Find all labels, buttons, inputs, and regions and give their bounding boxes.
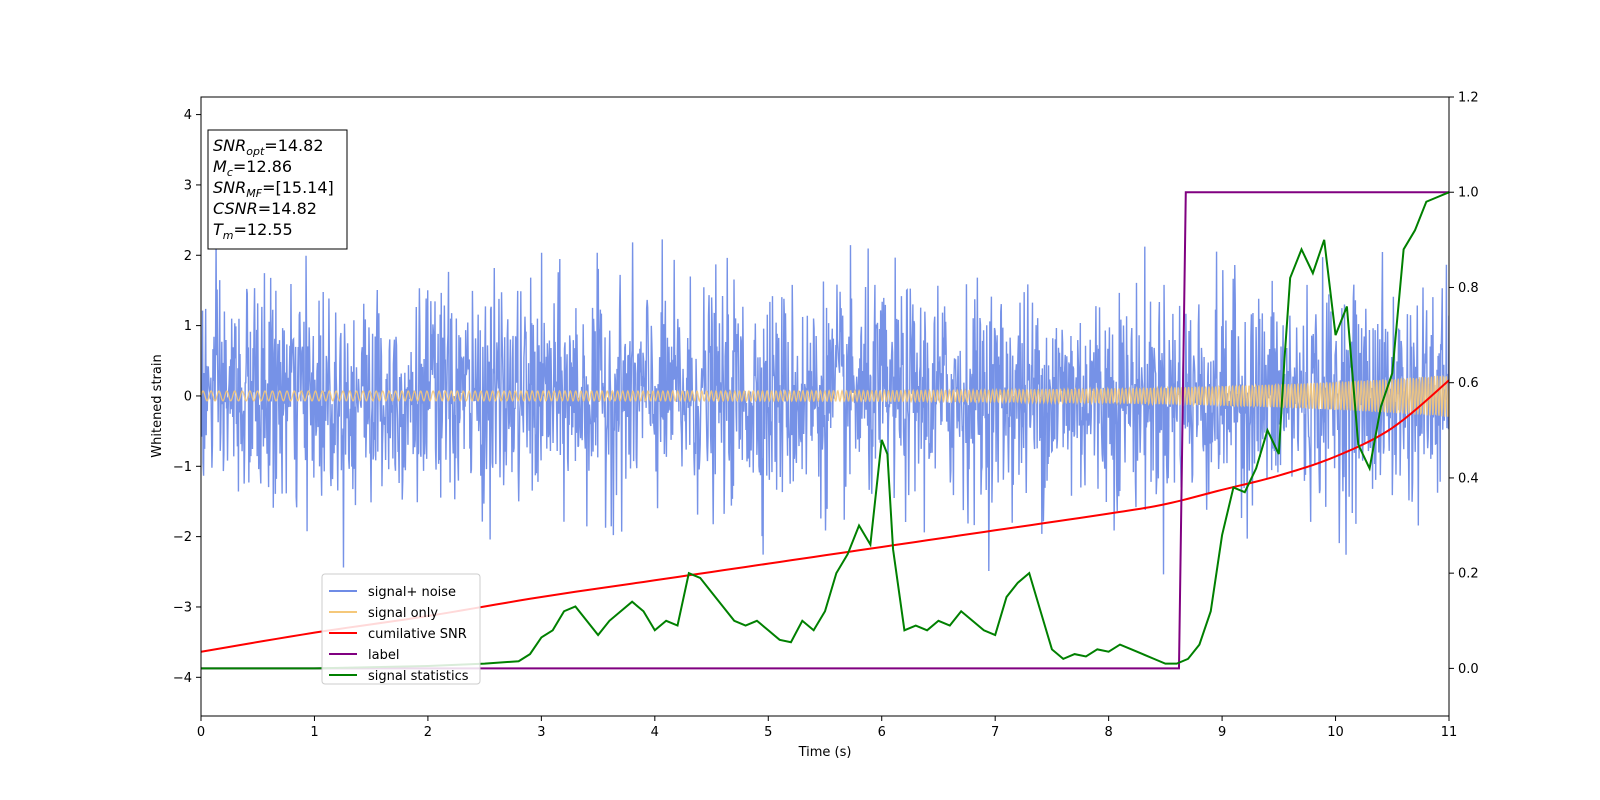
annotation-line: SNRopt=14.82	[213, 136, 324, 158]
x-axis: 0 1 2 3 4 5 6 7 8 9 10 11	[197, 716, 1457, 740]
series-label	[201, 191, 1449, 670]
x-tick-label: 11	[1441, 725, 1458, 740]
series-signal-noise	[201, 238, 1449, 575]
y-axis-left: −4 −3 −2 −1 0 1 2 3 4	[173, 108, 201, 686]
y2-tick-label: 0.4	[1458, 471, 1479, 486]
x-tick-label: 6	[878, 725, 886, 740]
y2-tick-label: 0.2	[1458, 567, 1479, 582]
annotation-line: CSNR=14.82	[213, 199, 317, 218]
y-tick-label: 3	[184, 178, 192, 193]
legend: signal+ noise signal only cumilative SNR la…	[321, 573, 481, 685]
plot-frame	[200, 96, 1450, 717]
y-tick-label: 1	[184, 319, 192, 334]
annotation-frame	[207, 129, 348, 250]
y-tick-label: 2	[184, 249, 192, 264]
x-tick-label: 0	[197, 725, 205, 740]
x-tick-label: 9	[1218, 725, 1226, 740]
y2-tick-label: 1.2	[1458, 91, 1479, 106]
legend-label: cumilative SNR	[368, 627, 467, 642]
y2-tick-label: 0.0	[1458, 662, 1479, 677]
x-tick-label: 1	[310, 725, 318, 740]
legend-label: signal+ noise	[368, 585, 456, 600]
y-tick-label: −2	[173, 530, 192, 545]
x-tick-label: 5	[764, 725, 772, 740]
annotation-line: Tm=12.55	[213, 220, 293, 242]
annotation-line: Mc=12.86	[213, 157, 292, 179]
y-tick-label: −3	[173, 600, 192, 615]
x-tick-label: 3	[537, 725, 545, 740]
series-signal-statistics	[201, 191, 1449, 670]
annotation-box: SNRopt=14.82Mc=12.86SNRMF=[15.14]CSNR=14…	[207, 129, 348, 250]
y-tick-label: 0	[184, 389, 192, 404]
y-axis-right: 0.0 0.2 0.4 0.6 0.8 1.0 1.2	[1449, 91, 1479, 677]
legend-frame	[321, 573, 481, 685]
x-tick-label: 10	[1327, 725, 1344, 740]
y2-tick-label: 0.8	[1458, 281, 1479, 296]
x-tick-label: 7	[991, 725, 999, 740]
legend-label: label	[368, 648, 399, 663]
x-axis-label: Time (s)	[798, 745, 852, 760]
y2-tick-label: 0.6	[1458, 376, 1479, 391]
y-axis-label: Whitened strain	[150, 354, 165, 457]
legend-label: signal statistics	[368, 669, 469, 684]
y-tick-label: −4	[173, 671, 192, 686]
y-tick-label: −1	[173, 460, 192, 475]
series-signal-only	[201, 374, 1449, 417]
x-tick-label: 4	[651, 725, 659, 740]
annotation-line: SNRMF=[15.14]	[213, 178, 334, 200]
y-tick-label: 4	[184, 108, 192, 123]
x-tick-label: 8	[1104, 725, 1112, 740]
x-tick-label: 2	[424, 725, 432, 740]
legend-label: signal only	[368, 606, 438, 621]
y2-tick-label: 1.0	[1458, 186, 1479, 201]
